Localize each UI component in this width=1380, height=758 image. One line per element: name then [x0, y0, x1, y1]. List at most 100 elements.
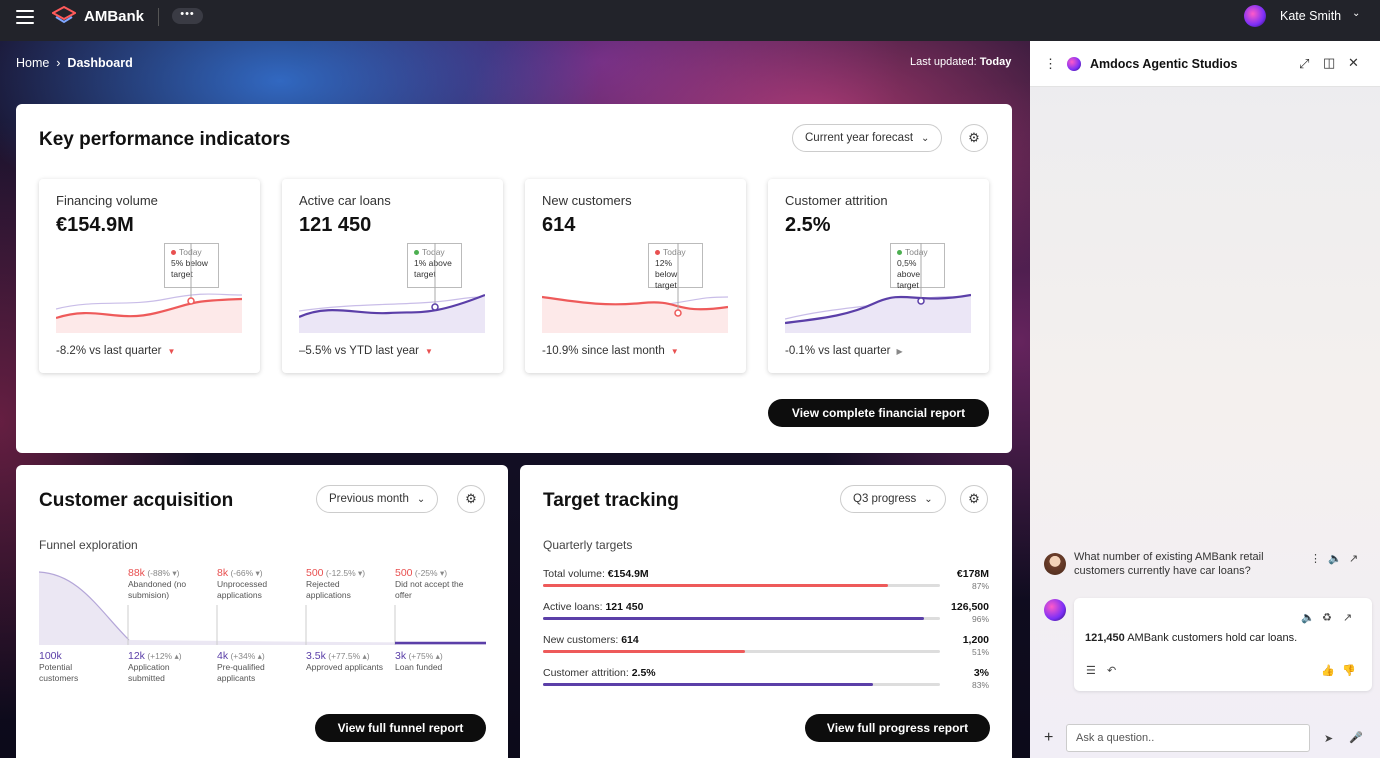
stage-number: 4k [217, 650, 229, 662]
chevron-down-icon[interactable]: ⌄ [1352, 8, 1361, 19]
more-button[interactable]: ••• [172, 8, 203, 24]
target-label-text: New customers: [543, 634, 619, 646]
target-progress-bar [543, 650, 940, 653]
kpi-tile-value: €154.9M [56, 214, 134, 236]
arrow-down-icon: ▼ [167, 347, 176, 356]
view-funnel-report-button[interactable]: View full funnel report [315, 714, 486, 742]
target-title: Target tracking [543, 490, 679, 511]
kebab-menu-icon[interactable]: ⋮ [1044, 56, 1057, 71]
menu-icon[interactable] [16, 10, 34, 24]
tooltip-day: Today [422, 247, 445, 257]
funnel-subtitle: Funnel exploration [39, 538, 138, 552]
tooltip-day: Today [179, 247, 202, 257]
funnel-stage: 3k (+75% ▴) Loan funded [395, 651, 475, 673]
brand-name[interactable]: AMBank [84, 8, 145, 25]
kpi-tile[interactable]: Customer attrition 2.5% Today 0,5% above … [768, 179, 989, 373]
status-dot [414, 250, 419, 255]
footer-text: -0.1% vs last quarter [785, 345, 891, 357]
gear-icon[interactable]: ⚙ [960, 485, 988, 513]
step-label: Rejected applications [306, 579, 351, 600]
target-label: Active loans: 121 450 [543, 601, 643, 613]
tooltip-text: 5% below target [171, 258, 208, 279]
target-current-value: €154.9M [607, 568, 649, 580]
chevron-down-icon: ⌄ [924, 493, 933, 505]
kpi-period-dropdown[interactable]: Current year forecast ⌄ [792, 124, 943, 152]
kebab-menu-icon[interactable]: ⋮ [1310, 553, 1321, 565]
trend-sparkline [299, 243, 485, 333]
kpi-tile-footer: -8.2% vs last quarter ▼ [56, 345, 175, 357]
user-avatar[interactable] [1244, 5, 1266, 27]
funnel-stage: 12k (+12% ▴) Application submitted [128, 651, 194, 684]
plus-icon[interactable]: + [1044, 729, 1054, 746]
funnel-stage: 4k (+34% ▴) Pre-qualified applicants [217, 651, 283, 684]
step-number: 500 [395, 567, 413, 579]
microphone-icon[interactable]: 🎤 [1349, 732, 1363, 744]
kpi-tile-title: Customer attrition [785, 193, 888, 208]
acquisition-period-dropdown[interactable]: Previous month ⌄ [316, 485, 439, 513]
chevron-down-icon: ⌄ [416, 493, 426, 505]
answer-number: 121,450 [1085, 632, 1125, 644]
answer-text: AMBank customers hold car loans. [1127, 632, 1298, 644]
close-icon[interactable]: ✕ [1348, 55, 1359, 70]
reply-icon[interactable]: ↶ [1107, 665, 1117, 677]
progress-fill [543, 683, 873, 686]
stage-delta: (+34% ▴) [230, 651, 265, 661]
share-icon[interactable]: ↗ [1343, 612, 1353, 624]
share-icon[interactable]: ↗ [1349, 553, 1359, 565]
funnel-dropoff-step: 8k (-66% ▾) Unprocessed applications [217, 568, 287, 601]
kpi-tile[interactable]: Financing volume €154.9M Today 5% below t… [39, 179, 260, 373]
target-percent: 96% [971, 614, 989, 624]
thumbs-up-icon[interactable]: 👍 [1321, 665, 1335, 677]
target-goal: €178M [956, 568, 989, 580]
speaker-icon[interactable]: 🔈 [1328, 553, 1342, 565]
dock-icon[interactable]: ◫ [1323, 55, 1336, 70]
view-progress-report-button[interactable]: View full progress report [805, 714, 990, 742]
gear-icon[interactable]: ⚙ [457, 485, 485, 513]
last-updated-value: Today [979, 56, 1012, 68]
stage-label: Application submitted [128, 662, 170, 683]
arrow-right-icon: ▶ [896, 347, 903, 356]
gear-icon[interactable]: ⚙ [960, 124, 988, 152]
tooltip-text: 1% above target [414, 258, 452, 279]
kpi-tile-footer: –5.5% vs YTD last year ▼ [299, 345, 433, 357]
settings-sliders-icon[interactable]: ☰ [1086, 665, 1096, 677]
kpi-tile-title: Financing volume [56, 193, 158, 208]
stage-number: 100k [39, 650, 62, 662]
kpi-tile[interactable]: Active car loans 121 450 Today 1% above t… [282, 179, 503, 373]
progress-fill [543, 650, 746, 653]
target-current-value: 614 [621, 634, 639, 646]
question-input[interactable]: Ask a question.. [1066, 724, 1310, 752]
kpi-tile-footer: -0.1% vs last quarter ▶ [785, 345, 903, 357]
thumbs-down-icon[interactable]: 👎 [1342, 665, 1356, 677]
stage-number: 12k [128, 650, 145, 662]
arrow-down-icon: ▼ [670, 347, 679, 356]
user-name[interactable]: Kate Smith [1280, 9, 1342, 23]
kpi-tile[interactable]: New customers 614 Today 12% below target … [525, 179, 746, 373]
view-financial-report-button[interactable]: View complete financial report [768, 399, 989, 427]
send-icon[interactable]: ➤ [1324, 733, 1334, 745]
recycle-icon[interactable]: ♻ [1322, 612, 1332, 624]
main-area: Home › Dashboard Last updated: Today Key… [0, 41, 1030, 758]
target-current-value: 2.5% [631, 667, 656, 679]
stage-label: Loan funded [395, 662, 443, 672]
stage-label: Potential customers [39, 662, 79, 683]
kpi-tile-footer: -10.9% since last month ▼ [542, 345, 679, 357]
funnel-dropoff-step: 500 (-12.5% ▾) Rejected applications [306, 568, 376, 601]
stage-delta: (+75% ▴) [408, 651, 443, 661]
stage-number: 3k [395, 650, 407, 662]
target-label: Total volume: €154.9M [543, 568, 649, 580]
acquisition-title: Customer acquisition [39, 490, 234, 511]
target-goal: 1,200 [962, 634, 989, 646]
assistant-avatar [1044, 599, 1066, 621]
breadcrumb-home[interactable]: Home [16, 56, 50, 70]
divider [158, 8, 159, 26]
assistant-header: ⋮ Amdocs Agentic Studios ⤢ ◫ ✕ [1030, 41, 1380, 87]
progress-fill [543, 617, 925, 620]
target-row: New customers: 614 1,200 51% [543, 634, 989, 664]
top-bar: AMBank ••• Kate Smith ⌄ [0, 0, 1380, 41]
target-period-dropdown[interactable]: Q3 progress ⌄ [840, 485, 946, 513]
speaker-icon[interactable]: 🔈 [1301, 612, 1315, 624]
assistant-title: Amdocs Agentic Studios [1090, 57, 1238, 71]
target-progress-bar [543, 617, 940, 620]
expand-icon[interactable]: ⤢ [1299, 56, 1310, 71]
